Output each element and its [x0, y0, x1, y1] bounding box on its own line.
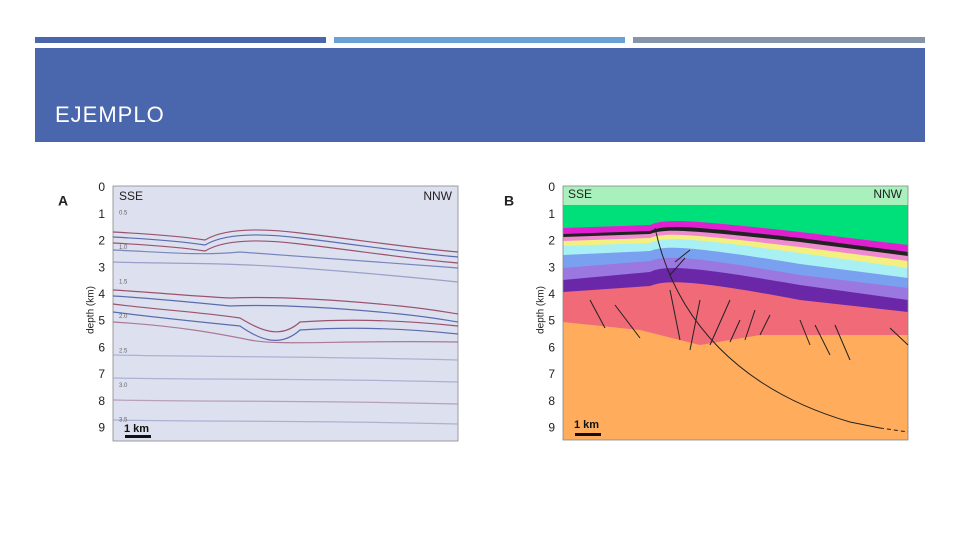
- scale-bar-label: 1 km: [574, 419, 599, 431]
- time-tick-label: 0.5: [119, 211, 128, 217]
- slide-title: EJEMPLO: [55, 102, 165, 127]
- top-bar: [334, 37, 625, 43]
- panel-label: B: [504, 193, 514, 209]
- depth-tick-label: 5: [98, 314, 105, 328]
- top-bar: [633, 37, 925, 43]
- scale-bar-label: 1 km: [124, 423, 149, 435]
- section-left-label: SSE: [568, 187, 592, 201]
- depth-tick-label: 0: [548, 180, 555, 194]
- depth-tick-label: 8: [548, 394, 555, 408]
- depth-tick-label: 2: [98, 234, 105, 248]
- section-right-label: NNW: [423, 189, 452, 203]
- seismic-image: [112, 185, 459, 442]
- cross-section-image: [562, 185, 909, 441]
- depth-tick-label: 1: [548, 207, 555, 221]
- top-bar: [35, 37, 326, 43]
- depth-tick-label: 6: [548, 340, 555, 354]
- depth-tick-label: 7: [548, 367, 555, 381]
- depth-tick-label: 1: [98, 207, 105, 221]
- time-tick-label: 1.0: [119, 245, 128, 251]
- depth-tick-label: 0: [98, 180, 105, 194]
- time-tick-label: 3.0: [119, 383, 128, 389]
- time-tick-label: 2.0: [119, 314, 128, 320]
- panel-label: A: [58, 193, 68, 209]
- depth-tick-label: 4: [548, 287, 555, 301]
- depth-tick-label: 4: [98, 287, 105, 301]
- depth-tick-label: 9: [548, 420, 555, 434]
- depth-tick-label: 9: [98, 420, 105, 434]
- time-tick-label: 1.5: [119, 280, 128, 286]
- section-left-label: SSE: [119, 189, 143, 203]
- depth-tick-label: 7: [98, 367, 105, 381]
- depth-tick-label: 3: [548, 260, 555, 274]
- depth-tick-label: 3: [98, 260, 105, 274]
- axis-label: depth (km): [536, 286, 547, 334]
- depth-tick-label: 5: [548, 314, 555, 328]
- depth-tick-label: 8: [98, 394, 105, 408]
- section-right-label: NNW: [873, 187, 902, 201]
- time-tick-label: 2.5: [119, 349, 128, 355]
- header-band: [35, 48, 925, 142]
- depth-tick-label: 6: [98, 340, 105, 354]
- depth-tick-label: 2: [548, 234, 555, 248]
- axis-label: depth (km): [86, 286, 97, 334]
- time-tick-label: 3.5: [119, 418, 128, 424]
